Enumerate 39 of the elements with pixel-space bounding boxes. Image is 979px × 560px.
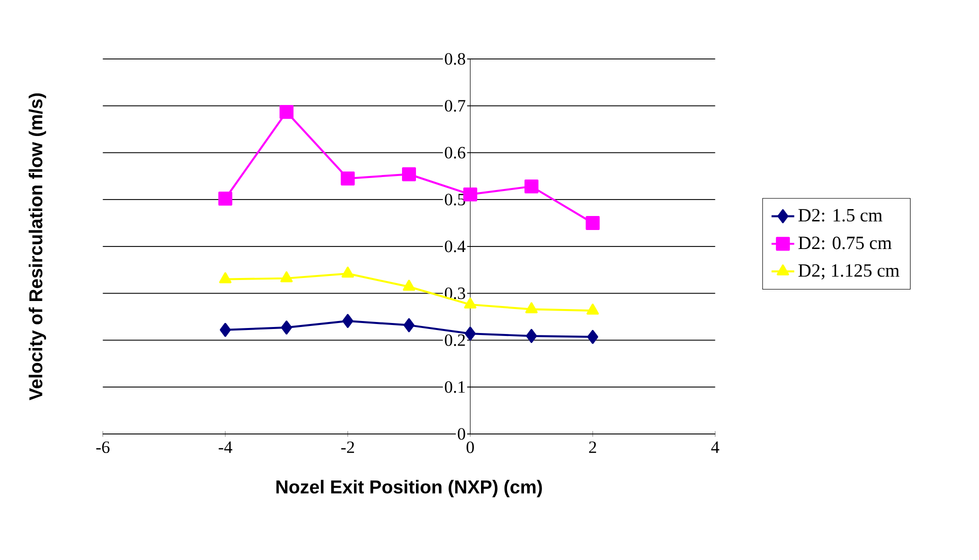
x-tick-label: 4: [711, 441, 720, 453]
point: [464, 326, 476, 341]
point: [587, 330, 598, 344]
point: [525, 302, 538, 314]
x-axis-title: Nozel Exit Position (NXP) (cm): [276, 480, 542, 498]
point: [280, 104, 294, 119]
x-tick-label: 0: [466, 441, 474, 454]
y-tick-label: 0.2: [444, 334, 465, 346]
y-tick-label: 0.6: [444, 146, 466, 158]
x-tick-label: -2: [341, 441, 354, 453]
point: [524, 179, 538, 194]
point: [404, 318, 414, 332]
y-tick-label: 0.4: [444, 240, 466, 252]
legend-label: D2; 1.125 cm: [798, 264, 900, 280]
y-tick-label: 0.1: [444, 381, 465, 393]
point: [342, 314, 354, 328]
point: [342, 266, 354, 278]
point: [402, 167, 416, 182]
y-tick-label: 0.8: [444, 53, 466, 65]
x-tick-label: -6: [96, 441, 110, 453]
y-tick-label: 0.5: [444, 194, 466, 206]
legend-label: D2: 1.5 cm: [798, 208, 882, 222]
point: [281, 320, 292, 334]
x-tick-label: 2: [589, 441, 596, 453]
point: [464, 298, 476, 308]
point: [526, 328, 537, 343]
point: [219, 272, 232, 284]
point: [586, 304, 599, 315]
point: [586, 216, 600, 230]
y-axis-title: Velocity of Resirculation flow (m/s): [28, 93, 46, 400]
y-tick-label: 0: [458, 428, 466, 440]
legend-label: D2: 0.75 cm: [798, 236, 892, 250]
point: [220, 322, 231, 337]
point: [340, 171, 355, 186]
y-tick-label: 0.7: [444, 100, 466, 112]
point: [402, 280, 416, 291]
point: [218, 192, 232, 206]
x-tick-label: -4: [218, 441, 232, 453]
point: [280, 271, 293, 282]
